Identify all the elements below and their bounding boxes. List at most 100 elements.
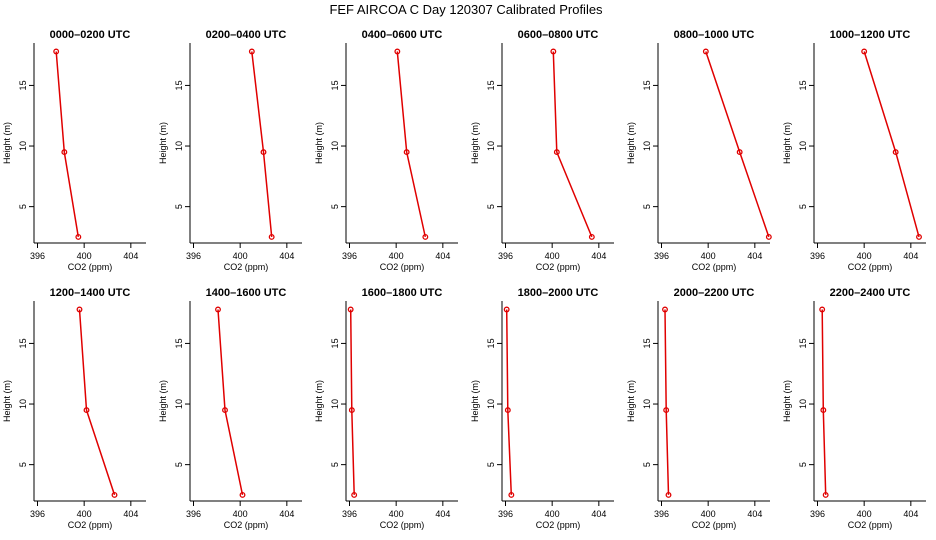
y-tick-label: 15 [174, 338, 184, 348]
y-tick-label: 10 [330, 399, 340, 409]
profile-line [217, 309, 244, 496]
x-axis-label: CO2 (ppm) [68, 262, 113, 272]
y-tick-label: 10 [174, 141, 184, 151]
profile-line [505, 309, 513, 495]
profile-line [863, 51, 920, 238]
panel-title: 1400–1600 UTC [206, 287, 287, 299]
y-axis-label: Height (m) [626, 122, 636, 164]
data-point [663, 407, 670, 414]
figure-title: FEF AIRCOA C Day 120307 Calibrated Profi… [329, 2, 603, 17]
y-tick-label: 5 [486, 462, 496, 467]
data-point [508, 491, 515, 498]
x-tick-label: 404 [279, 251, 294, 261]
x-axis-label: CO2 (ppm) [68, 520, 113, 530]
y-tick-label: 15 [174, 80, 184, 90]
profile-line [396, 51, 427, 238]
x-tick-label: 404 [747, 509, 762, 519]
data-point [861, 48, 868, 55]
y-tick-label: 10 [798, 141, 808, 151]
panel-title: 1600–1800 UTC [362, 287, 443, 299]
y-tick-label: 10 [486, 141, 496, 151]
x-axis-label: CO2 (ppm) [692, 262, 737, 272]
panel-4: 0800–1000 UTC 396 400 404 5 10 15 CO2 (ppm) Heig… [626, 29, 772, 272]
y-tick-label: 15 [18, 338, 28, 348]
panel-1: 0200–0400 UTC 396 400 404 5 10 15 CO2 (ppm) Heig… [158, 29, 302, 272]
x-tick-label: 396 [30, 509, 45, 519]
panel-8: 1600–1800 UTC 396 400 404 5 10 15 CO2 (ppm) Heig… [314, 287, 458, 530]
x-tick-label: 400 [389, 509, 404, 519]
x-tick-label: 400 [857, 509, 872, 519]
data-point [665, 491, 672, 498]
y-tick-label: 10 [18, 399, 28, 409]
y-tick-label: 5 [798, 462, 808, 467]
y-tick-label: 5 [642, 204, 652, 209]
x-tick-label: 396 [186, 251, 201, 261]
y-tick-label: 15 [642, 80, 652, 90]
x-tick-label: 404 [123, 509, 138, 519]
y-tick-label: 5 [18, 462, 28, 467]
data-point [348, 407, 355, 414]
y-tick-label: 5 [798, 204, 808, 209]
profile-line [552, 51, 593, 238]
y-tick-label: 15 [798, 80, 808, 90]
x-axis-label: CO2 (ppm) [380, 520, 425, 530]
y-tick-label: 10 [642, 141, 652, 151]
data-point [248, 48, 255, 55]
panel-5: 1000–1200 UTC 396 400 404 5 10 15 CO2 (ppm) Heig… [782, 29, 926, 272]
panel-title: 1200–1400 UTC [50, 287, 131, 299]
y-axis-label: Height (m) [158, 122, 168, 164]
data-point [504, 407, 511, 414]
profile-line [821, 309, 827, 495]
data-point [83, 407, 90, 414]
x-tick-label: 404 [123, 251, 138, 261]
y-axis-label: Height (m) [158, 380, 168, 422]
profile-line [349, 309, 355, 495]
y-tick-label: 15 [330, 80, 340, 90]
y-tick-label: 10 [330, 141, 340, 151]
x-tick-label: 396 [654, 251, 669, 261]
panel-title: 0600–0800 UTC [518, 29, 599, 41]
data-point [702, 48, 709, 55]
data-point [503, 306, 510, 313]
x-tick-label: 404 [279, 509, 294, 519]
y-tick-label: 15 [486, 80, 496, 90]
x-axis-label: CO2 (ppm) [848, 262, 893, 272]
y-axis-label: Height (m) [782, 122, 792, 164]
x-axis-label: CO2 (ppm) [224, 262, 269, 272]
data-point [662, 306, 668, 313]
panel-0: 0000–0200 UTC 396 400 404 5 10 15 CO2 (ppm) Heig… [2, 29, 146, 272]
x-tick-label: 404 [591, 251, 606, 261]
profile-line [705, 51, 770, 238]
data-point [75, 233, 82, 240]
panel-grid: 0000–0200 UTC 396 400 404 5 10 15 CO2 (ppm) Heig… [2, 29, 926, 530]
y-tick-label: 10 [642, 399, 652, 409]
profile-line [251, 51, 273, 237]
y-tick-label: 10 [174, 399, 184, 409]
panel-title: 0800–1000 UTC [674, 29, 755, 41]
y-tick-label: 5 [330, 462, 340, 467]
panel-7: 1400–1600 UTC 396 400 404 5 10 15 CO2 (ppm) Heig… [158, 287, 302, 530]
data-point [347, 306, 354, 313]
y-tick-label: 10 [798, 399, 808, 409]
x-tick-label: 400 [77, 251, 92, 261]
panel-2: 0400–0600 UTC 396 400 404 5 10 15 CO2 (ppm) Heig… [314, 29, 458, 272]
panel-9: 1800–2000 UTC 396 400 404 5 10 15 CO2 (ppm) Heig… [470, 287, 614, 530]
data-point [819, 306, 826, 313]
panel-title: 1000–1200 UTC [830, 29, 911, 41]
x-axis-label: CO2 (ppm) [536, 262, 581, 272]
y-tick-label: 10 [486, 399, 496, 409]
x-tick-label: 396 [810, 509, 825, 519]
y-axis-label: Height (m) [314, 122, 324, 164]
data-point [553, 149, 560, 156]
y-axis-label: Height (m) [782, 380, 792, 422]
y-tick-label: 5 [174, 204, 184, 209]
data-point [736, 149, 743, 156]
y-axis-label: Height (m) [470, 380, 480, 422]
panel-title: 0000–0200 UTC [50, 29, 131, 41]
x-tick-label: 400 [233, 251, 248, 261]
profile-line [55, 51, 80, 238]
y-axis-label: Height (m) [626, 380, 636, 422]
y-tick-label: 15 [486, 338, 496, 348]
x-tick-label: 396 [654, 509, 669, 519]
